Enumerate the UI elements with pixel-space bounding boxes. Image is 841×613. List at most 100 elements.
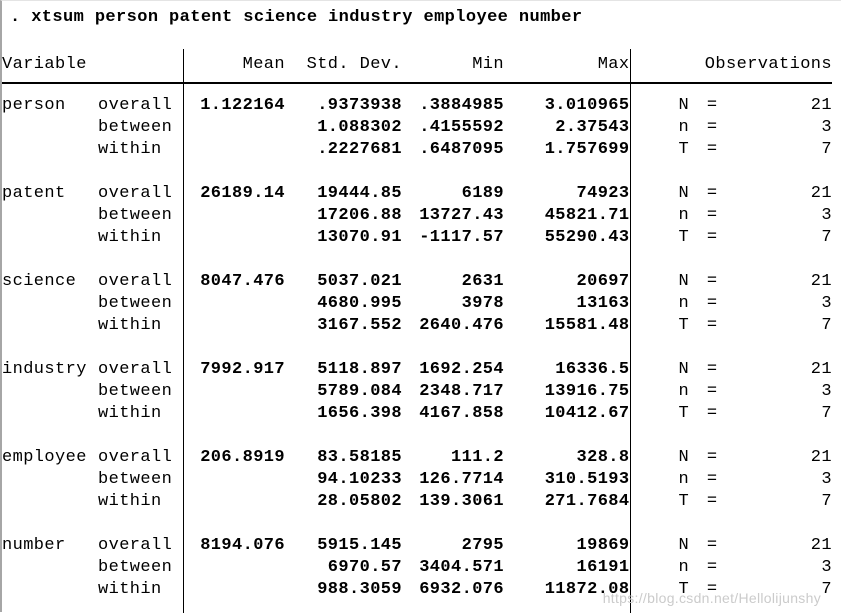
header-variable: Variable bbox=[2, 49, 184, 84]
min-value: 2631 bbox=[461, 272, 505, 291]
min-value: .3884985 bbox=[419, 96, 505, 115]
obs-cell: T = 7 bbox=[630, 139, 832, 161]
command-line: . xtsum person patent science industry e… bbox=[2, 1, 841, 49]
obs-value: 7 bbox=[821, 404, 833, 423]
min-value: 2640.476 bbox=[419, 316, 505, 335]
max-value: 74923 bbox=[504, 183, 631, 205]
obs-value: 3 bbox=[821, 558, 833, 577]
table-row: between 1.088302 .4155592 2.37543 n = 3 bbox=[2, 117, 832, 139]
obs-cell: n = 3 bbox=[630, 557, 832, 579]
spacer-row bbox=[2, 83, 832, 95]
std-dev-value: 19444.85 bbox=[317, 184, 403, 203]
mean-value bbox=[183, 117, 285, 139]
obs-cell: n = 3 bbox=[630, 293, 832, 315]
std-dev-value: 13070.91 bbox=[317, 228, 403, 247]
obs-value: 21 bbox=[810, 536, 833, 555]
table-row: between 17206.88 13727.43 45821.71 n = 3 bbox=[2, 205, 832, 227]
command-text: . xtsum person patent science industry e… bbox=[10, 8, 583, 27]
max-value: 13163 bbox=[504, 293, 631, 315]
obs-cell: n = 3 bbox=[630, 381, 832, 403]
obs-cell: N = 21 bbox=[630, 95, 832, 117]
min-value: 126.7714 bbox=[419, 470, 505, 489]
mean-value: 8194.076 bbox=[200, 536, 286, 555]
row-label: within bbox=[98, 227, 184, 249]
max-value: 13916.75 bbox=[504, 381, 631, 403]
obs-cell: n = 3 bbox=[630, 469, 832, 491]
obs-label: T = bbox=[678, 140, 722, 159]
mean-value: 1.122164 bbox=[200, 96, 286, 115]
row-label: between bbox=[98, 557, 184, 579]
mean-value: 206.8919 bbox=[200, 448, 286, 467]
obs-value: 21 bbox=[810, 448, 833, 467]
max-value: 16191 bbox=[504, 557, 631, 579]
mean-value bbox=[183, 381, 285, 403]
max-value: 19869 bbox=[504, 535, 631, 557]
obs-label: n = bbox=[678, 382, 722, 401]
obs-cell: N = 21 bbox=[630, 183, 832, 205]
table-row: employee overall 206.8919 83.58185 111.2… bbox=[2, 447, 832, 469]
mean-value: 8047.476 bbox=[200, 272, 286, 291]
min-value: 2348.717 bbox=[419, 382, 505, 401]
max-value: 2.37543 bbox=[504, 117, 631, 139]
blank-row bbox=[2, 425, 832, 447]
table-row: industry overall 7992.917 5118.897 1692.… bbox=[2, 359, 832, 381]
mean-value: 7992.917 bbox=[200, 360, 286, 379]
std-dev-value: .9373938 bbox=[317, 96, 403, 115]
header-observations: Observations bbox=[630, 49, 833, 84]
table-row: patent overall 26189.14 19444.85 6189 74… bbox=[2, 183, 832, 205]
row-label: overall bbox=[98, 271, 184, 293]
header-mean: Mean bbox=[183, 49, 286, 84]
table-row: within 28.05802 139.3061 271.7684 T = 7 bbox=[2, 491, 832, 513]
table-row: science overall 8047.476 5037.021 2631 2… bbox=[2, 271, 832, 293]
min-value: 111.2 bbox=[451, 448, 505, 467]
min-value: 4167.858 bbox=[419, 404, 505, 423]
table-row: within 13070.91 -1117.57 55290.43 T = 7 bbox=[2, 227, 832, 249]
obs-cell: N = 21 bbox=[630, 271, 832, 293]
row-label: between bbox=[98, 469, 184, 491]
std-dev-value: 83.58185 bbox=[317, 448, 403, 467]
mean-value bbox=[183, 227, 285, 249]
obs-cell: n = 3 bbox=[630, 205, 832, 227]
obs-label: N = bbox=[678, 360, 722, 379]
min-value: .6487095 bbox=[419, 140, 505, 159]
obs-cell: n = 3 bbox=[630, 117, 832, 139]
variable-name: industry bbox=[2, 360, 87, 379]
std-dev-value: 5037.021 bbox=[317, 272, 403, 291]
obs-label: T = bbox=[678, 404, 722, 423]
min-value: 13727.43 bbox=[419, 206, 505, 225]
row-label: overall bbox=[98, 359, 184, 381]
table-header-row: Variable Mean Std. Dev. Min Max Observat… bbox=[2, 49, 833, 84]
row-label: within bbox=[98, 315, 184, 337]
row-label: overall bbox=[98, 447, 184, 469]
max-value: 45821.71 bbox=[504, 205, 631, 227]
obs-label: n = bbox=[678, 206, 722, 225]
table-row: between 6970.57 3404.571 16191 n = 3 bbox=[2, 557, 832, 579]
max-value: 16336.5 bbox=[504, 359, 631, 381]
obs-label: T = bbox=[678, 228, 722, 247]
max-value: 15581.48 bbox=[504, 315, 631, 337]
table-row: person overall 1.122164 .9373938 .388498… bbox=[2, 95, 832, 117]
obs-label: N = bbox=[678, 448, 722, 467]
mean-value bbox=[183, 293, 285, 315]
obs-value: 21 bbox=[810, 184, 833, 203]
row-label: within bbox=[98, 139, 184, 161]
blank-row bbox=[2, 337, 832, 359]
obs-label: n = bbox=[678, 470, 722, 489]
row-label: overall bbox=[98, 535, 184, 557]
max-value: 10412.67 bbox=[504, 403, 631, 425]
max-value: 310.5193 bbox=[504, 469, 631, 491]
row-label: within bbox=[98, 491, 184, 513]
std-dev-value: 94.10233 bbox=[317, 470, 403, 489]
std-dev-value: 5915.145 bbox=[317, 536, 403, 555]
max-value: 11872.08 bbox=[504, 579, 631, 601]
std-dev-value: 4680.995 bbox=[317, 294, 403, 313]
min-value: 3404.571 bbox=[419, 558, 505, 577]
table-row: within 1656.398 4167.858 10412.67 T = 7 bbox=[2, 403, 832, 425]
obs-value: 7 bbox=[821, 492, 833, 511]
obs-label: N = bbox=[678, 272, 722, 291]
mean-value bbox=[183, 469, 285, 491]
std-dev-value: .2227681 bbox=[317, 140, 403, 159]
std-dev-value: 17206.88 bbox=[317, 206, 403, 225]
obs-label: N = bbox=[678, 536, 722, 555]
max-value: 328.8 bbox=[504, 447, 631, 469]
